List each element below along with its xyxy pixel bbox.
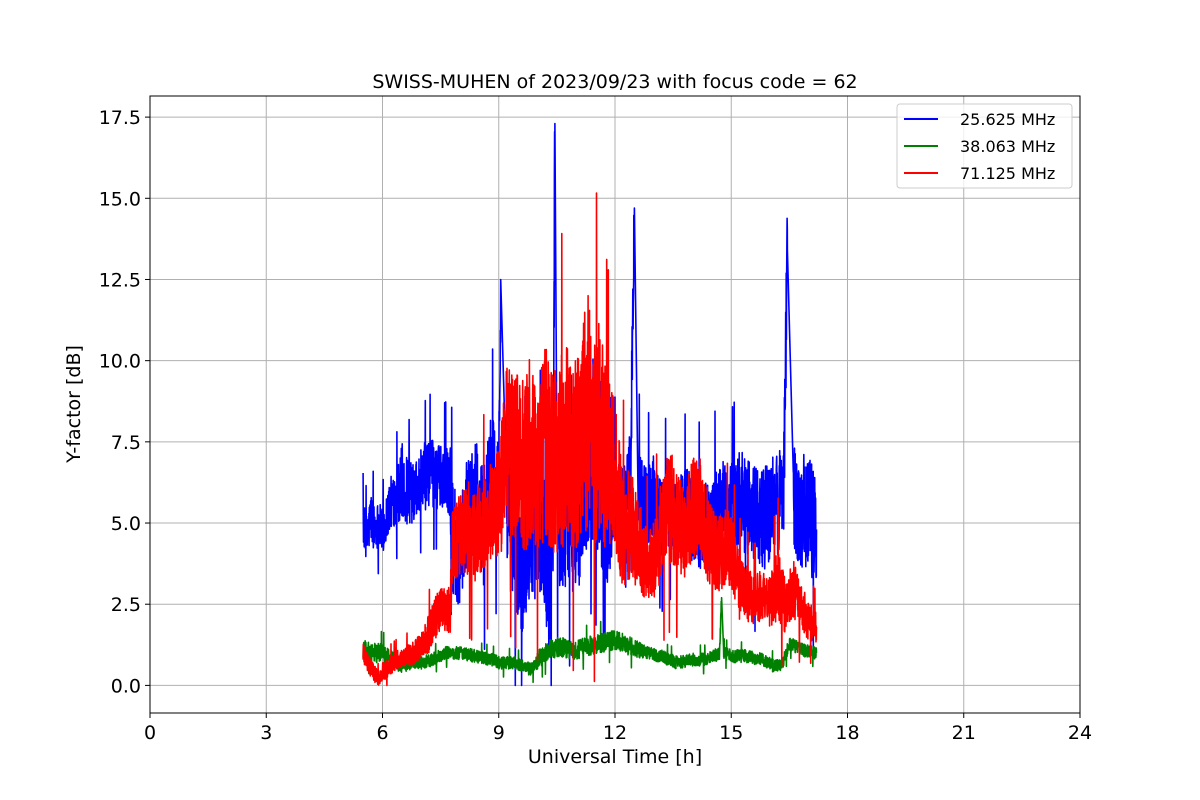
x-tick-label: 9	[493, 722, 505, 744]
x-tick-label: 12	[603, 722, 627, 744]
y-tick-label: 2.5	[111, 594, 141, 616]
legend-label: 38.063 MHz	[960, 137, 1055, 156]
x-axis-label: Universal Time [h]	[528, 746, 702, 768]
series-line	[362, 192, 818, 687]
x-tick-label: 24	[1068, 722, 1092, 744]
y-tick-label: 15.0	[99, 188, 141, 210]
series-line	[362, 596, 818, 684]
legend-box	[896, 103, 1073, 189]
x-tick-label: 0	[144, 722, 156, 744]
y-tick-label: 0.0	[111, 675, 141, 697]
legend-label: 71.125 MHz	[960, 164, 1055, 183]
y-tick-label: 12.5	[99, 269, 141, 291]
x-tick-label: 18	[835, 722, 859, 744]
x-tick-label: 3	[260, 722, 272, 744]
x-tick-label: 15	[719, 722, 743, 744]
series-group	[362, 122, 818, 687]
y-tick-label: 10.0	[99, 351, 141, 373]
x-tick-label: 21	[952, 722, 976, 744]
x-axis-ticks: 0 3 6 9 12 15 18 21 24	[144, 713, 1092, 744]
chart-title: SWISS-MUHEN of 2023/09/23 with focus cod…	[372, 71, 857, 93]
y-tick-label: 5.0	[111, 513, 141, 535]
y-axis-label: Y-factor [dB]	[63, 345, 85, 464]
legend-label: 25.625 MHz	[960, 110, 1055, 129]
legend: 25.625 MHz 38.063 MHz 71.125 MHz	[896, 103, 1073, 189]
y-tick-label: 7.5	[111, 432, 141, 454]
x-tick-label: 6	[376, 722, 388, 744]
y-tick-label: 17.5	[99, 107, 141, 129]
y-axis-ticks: 0.0 2.5 5.0 7.5 10.0 12.5 15.0 17.5	[99, 107, 150, 697]
